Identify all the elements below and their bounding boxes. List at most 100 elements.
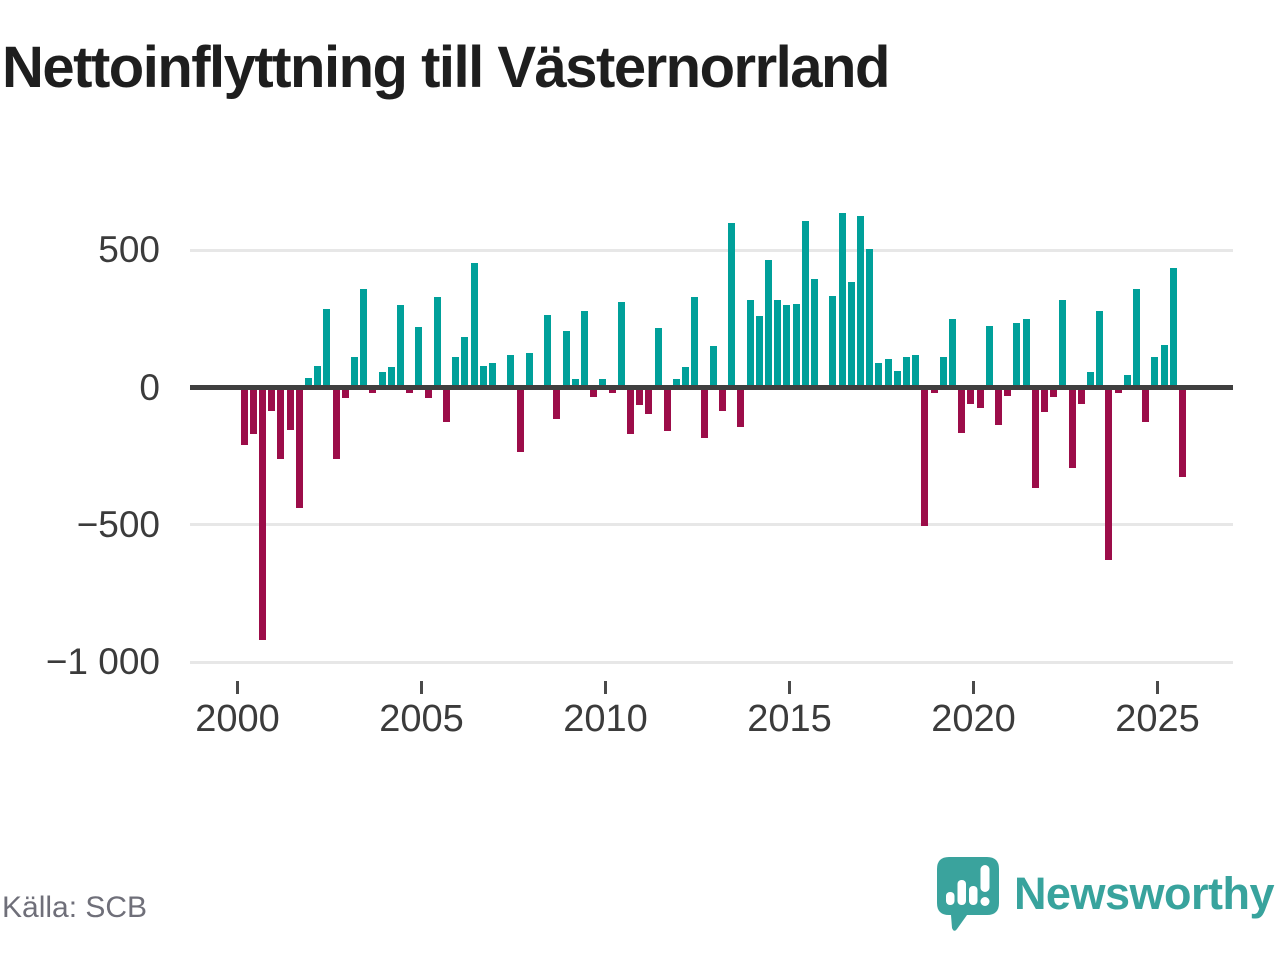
bar (1160, 344, 1168, 388)
bar (645, 387, 653, 414)
bar (571, 379, 579, 388)
bar (1132, 288, 1141, 388)
bar (976, 387, 984, 409)
bar (737, 387, 745, 428)
bar (314, 365, 322, 388)
bar (323, 309, 331, 388)
bar (718, 387, 727, 411)
bar (829, 295, 837, 388)
bar (1068, 387, 1076, 469)
bar (461, 336, 469, 388)
bar (958, 387, 966, 433)
newsworthy-wordmark: Newsworthy (1013, 868, 1275, 919)
bar (921, 387, 929, 527)
bar (746, 299, 754, 388)
bar (856, 215, 865, 388)
bar (433, 296, 441, 388)
bar (838, 213, 846, 388)
gridline (190, 248, 1233, 252)
bar (663, 387, 671, 432)
page-title: Nettoinflyttning till Västernorrland (2, 35, 890, 100)
bar (755, 316, 763, 388)
bar (1105, 387, 1113, 561)
bar (1086, 372, 1095, 388)
bar (341, 387, 349, 399)
x-axis-tick (972, 681, 975, 694)
bar (774, 299, 782, 388)
bar (479, 365, 487, 388)
bar (893, 371, 901, 388)
bar (1050, 387, 1058, 398)
bar (249, 387, 257, 435)
bar (967, 387, 975, 404)
x-axis-tick-label: 2015 (747, 698, 832, 740)
bar (378, 372, 386, 388)
bar (1096, 310, 1104, 388)
bar (415, 327, 423, 388)
bar (516, 387, 524, 452)
bar (654, 328, 662, 388)
bar (700, 387, 708, 439)
bar (350, 357, 359, 388)
bar (369, 387, 377, 393)
bar (1169, 268, 1177, 388)
bar (1142, 387, 1150, 422)
newsworthy-logo: Newsworthy (936, 856, 1275, 932)
bar (617, 302, 625, 388)
bar (884, 358, 892, 388)
bar (728, 222, 736, 388)
y-axis-tick-label: −500 (76, 503, 160, 545)
bar (360, 288, 368, 388)
bar (1040, 387, 1049, 413)
bar (801, 221, 809, 388)
bar (682, 366, 690, 388)
bar (304, 377, 313, 388)
bar (847, 281, 855, 388)
bar (1004, 387, 1012, 396)
x-axis-tick-label: 2010 (563, 698, 648, 740)
bar (608, 387, 616, 393)
bar (424, 387, 432, 399)
y-axis-tick-label: 0 (139, 366, 160, 408)
bar (939, 357, 947, 388)
y-axis-tick-label: −1 000 (45, 641, 160, 682)
bar (1031, 387, 1039, 488)
bar (1059, 299, 1067, 388)
bar (994, 387, 1003, 425)
bar (1123, 375, 1131, 388)
bar (1022, 318, 1030, 388)
bar (507, 354, 515, 388)
bar (985, 325, 993, 388)
gridline (190, 660, 1233, 664)
x-axis-tick (420, 681, 423, 694)
bar (709, 346, 717, 388)
bar (562, 331, 570, 388)
newsworthy-icon (936, 856, 1000, 932)
bar (470, 262, 478, 388)
bar (1013, 322, 1021, 388)
bar (580, 310, 589, 388)
bar (866, 248, 874, 388)
bar (442, 387, 451, 422)
bar (295, 387, 303, 509)
bar (930, 387, 938, 393)
bar (544, 314, 552, 388)
x-axis-tick (236, 681, 239, 694)
bar (277, 387, 285, 459)
bar (268, 387, 276, 411)
gridline (190, 523, 1233, 527)
bar (488, 362, 497, 388)
bar (875, 362, 883, 388)
x-axis-tick-label: 2000 (195, 698, 280, 740)
x-axis-tick (1156, 681, 1159, 694)
bar (783, 305, 791, 388)
x-axis-tick-label: 2005 (379, 698, 464, 740)
bar (672, 379, 681, 388)
zero-axis-line (190, 385, 1233, 390)
x-axis-tick (788, 681, 791, 694)
bar (452, 357, 460, 388)
bar (948, 318, 957, 388)
bar (286, 387, 294, 431)
bar (764, 259, 773, 388)
